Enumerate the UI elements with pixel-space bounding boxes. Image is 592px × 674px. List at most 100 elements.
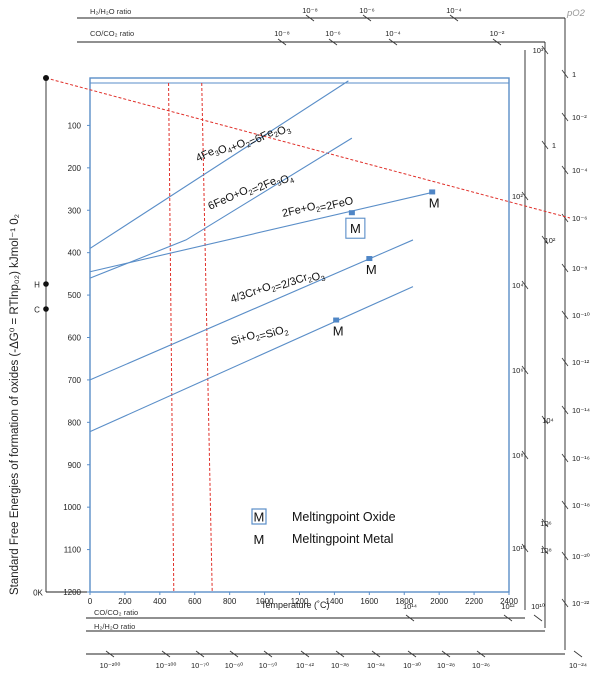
top-h2-label: H₂/H₂O ratio <box>90 7 131 16</box>
bottom-po2-tick-mark <box>229 650 239 658</box>
top-co-label: CO/CO₂ ratio <box>90 29 134 38</box>
melting-point-marker <box>333 317 340 323</box>
series-label-fe3o4: 4Fe3O4+O2=6Fe2O3 <box>194 111 293 177</box>
left-axis-point <box>43 281 49 287</box>
series-line-fe3o4 <box>89 80 349 249</box>
right-po2-tick-mark <box>561 310 569 320</box>
melting-point-marker <box>348 210 355 216</box>
y-tick-label: 400 <box>68 249 82 258</box>
right-po2-tick-label: 10⁻¹⁶ <box>572 454 590 463</box>
label-subscript: 2 <box>283 328 289 338</box>
x-tick-label: 1600 <box>360 597 378 606</box>
right-po2-tick-mark <box>561 551 569 561</box>
y-tick-label: 1200 <box>63 588 81 597</box>
origin-point <box>43 75 49 81</box>
bottom-h2-label: H₂/H₂O ratio <box>94 622 135 631</box>
y-tick-label: 300 <box>68 206 82 215</box>
bottom-po2-tick-mark <box>476 650 486 658</box>
left-axis-zero-label: 0K <box>33 589 43 598</box>
legend-metal-symbol: M <box>254 532 265 547</box>
vertical-dashed-line <box>168 82 175 593</box>
x-tick-label: 400 <box>153 597 167 606</box>
right-co-tick-label: 10⁴ <box>512 281 524 290</box>
bottom-po2-tick-mark <box>300 650 310 658</box>
right-po2-tick-mark <box>561 165 569 175</box>
right-po2-tick-label: 10⁻⁶ <box>572 214 587 223</box>
right-po2-tick-label: 1 <box>572 70 576 79</box>
bottom-po2-tick-label: 10⁻²⁶ <box>472 661 490 670</box>
right-h2-tick-label: 10³ <box>533 46 544 55</box>
right-h2-tick-label: 10⁴ <box>542 416 554 425</box>
right-po2-tick-mark <box>561 405 569 415</box>
right-co-tick-mark <box>521 365 529 375</box>
bottom-po2-tick-mark <box>441 650 451 658</box>
oxide-melting-box <box>345 217 366 239</box>
series-line-feo <box>89 137 353 279</box>
melting-point-label: M <box>429 195 440 210</box>
right-po2-tick-mark <box>561 598 569 608</box>
bottom-po2-tick-mark <box>105 650 115 658</box>
bottom-co-tick-mark <box>533 614 543 622</box>
label-subscript: 2 <box>245 140 253 150</box>
label-text: Si+O <box>230 329 258 347</box>
right-po2-tick-label: 10⁻² <box>572 113 587 122</box>
melting-point-marker <box>429 189 436 195</box>
bottom-po2-tick-label: 10⁻⁴² <box>296 661 315 670</box>
label-subscript: 2 <box>247 187 254 197</box>
bottom-co-tick-label: 10¹⁰ <box>531 602 545 611</box>
right-po2-tick-mark <box>561 112 569 122</box>
bottom-co-tick-mark <box>503 614 513 622</box>
bottom-po2-tick-label: 10⁻²⁰⁰ <box>100 661 121 670</box>
label-text: 6FeO+O <box>206 184 250 212</box>
bottom-co-tick-label: 10¹⁴ <box>403 602 417 611</box>
y-tick-label: 800 <box>68 418 82 427</box>
top-h2-tick-label: 10⁻⁸ <box>302 6 317 15</box>
x-tick-label: 2000 <box>430 597 448 606</box>
right-h2-tick-mark <box>541 45 549 55</box>
left-points-group: H C 0K <box>33 281 49 598</box>
right-po2-tick-mark <box>561 500 569 510</box>
right-po2-tick-label: 10⁻⁴ <box>572 166 588 175</box>
markers-group: M M M M <box>333 189 440 339</box>
label-subscript: 4 <box>226 145 234 155</box>
right-po2-tick-mark <box>561 263 569 273</box>
series-line-cr <box>89 239 414 381</box>
y-tick-label: 600 <box>68 334 82 343</box>
x-axis-label: Temperature (˚C) <box>261 600 330 610</box>
legend-metal-text: Meltingpoint Metal <box>292 532 393 546</box>
series-line-fe <box>89 191 433 273</box>
x-tick-label: 600 <box>188 597 202 606</box>
po2-reading-line <box>45 77 571 219</box>
scales-group: 10⁻⁸ 10⁻⁶ 10⁻⁴ 10⁻⁸ 10⁻⁶ 10⁻⁴ 10⁻² 10¹⁴ 10¹² 10¹⁰… <box>100 6 590 670</box>
po2-title: pO2 <box>566 8 586 19</box>
bottom-po2-tick-label: 10⁻²⁴ <box>569 661 587 670</box>
y-tick-label: 500 <box>68 291 82 300</box>
bottom-po2-tick-label: 10⁻²⁸ <box>437 661 455 670</box>
x-tick-label: 2200 <box>465 597 483 606</box>
right-h2-tick-mark <box>541 235 549 245</box>
label-subscript: 2 <box>270 284 277 294</box>
bottom-co-label: CO/CO₂ ratio <box>94 608 138 617</box>
right-co-tick-mark <box>521 450 529 460</box>
right-co-tick-mark <box>521 280 529 290</box>
right-h2-tick-label: 1 <box>552 141 556 150</box>
right-po2-tick-label: 10⁻¹² <box>572 358 590 367</box>
label-text: =SiO <box>258 324 286 342</box>
right-po2-tick-label: 10⁻²⁰ <box>572 552 590 561</box>
bottom-po2-tick-mark <box>407 650 417 658</box>
axes-group: 0 200 400 600 800 1000 1200 1400 1600 1800 2000 220… <box>63 121 518 606</box>
label-subscript: 2 <box>307 275 314 285</box>
label-text: =6Fe <box>247 127 275 149</box>
y-tick-label: 1100 <box>64 546 82 555</box>
dashed-lines-group <box>43 75 571 593</box>
top-h2-tick-mark <box>305 14 315 22</box>
bottom-po2-tick-mark <box>335 650 345 658</box>
label-subscript: 3 <box>320 274 327 284</box>
right-po2-tick-label: 10⁻²² <box>572 599 590 608</box>
bottom-co-tick-label: 10¹² <box>501 602 515 611</box>
series-label-fe: 2Fe+O2=2FeO <box>281 192 355 223</box>
right-co-tick-label: 10⁶ <box>512 366 523 375</box>
bottom-po2-tick-mark <box>371 650 381 658</box>
y-axis-label: Standard Free Energies of formation of o… <box>9 214 21 595</box>
top-h2-tick-mark <box>449 14 459 22</box>
